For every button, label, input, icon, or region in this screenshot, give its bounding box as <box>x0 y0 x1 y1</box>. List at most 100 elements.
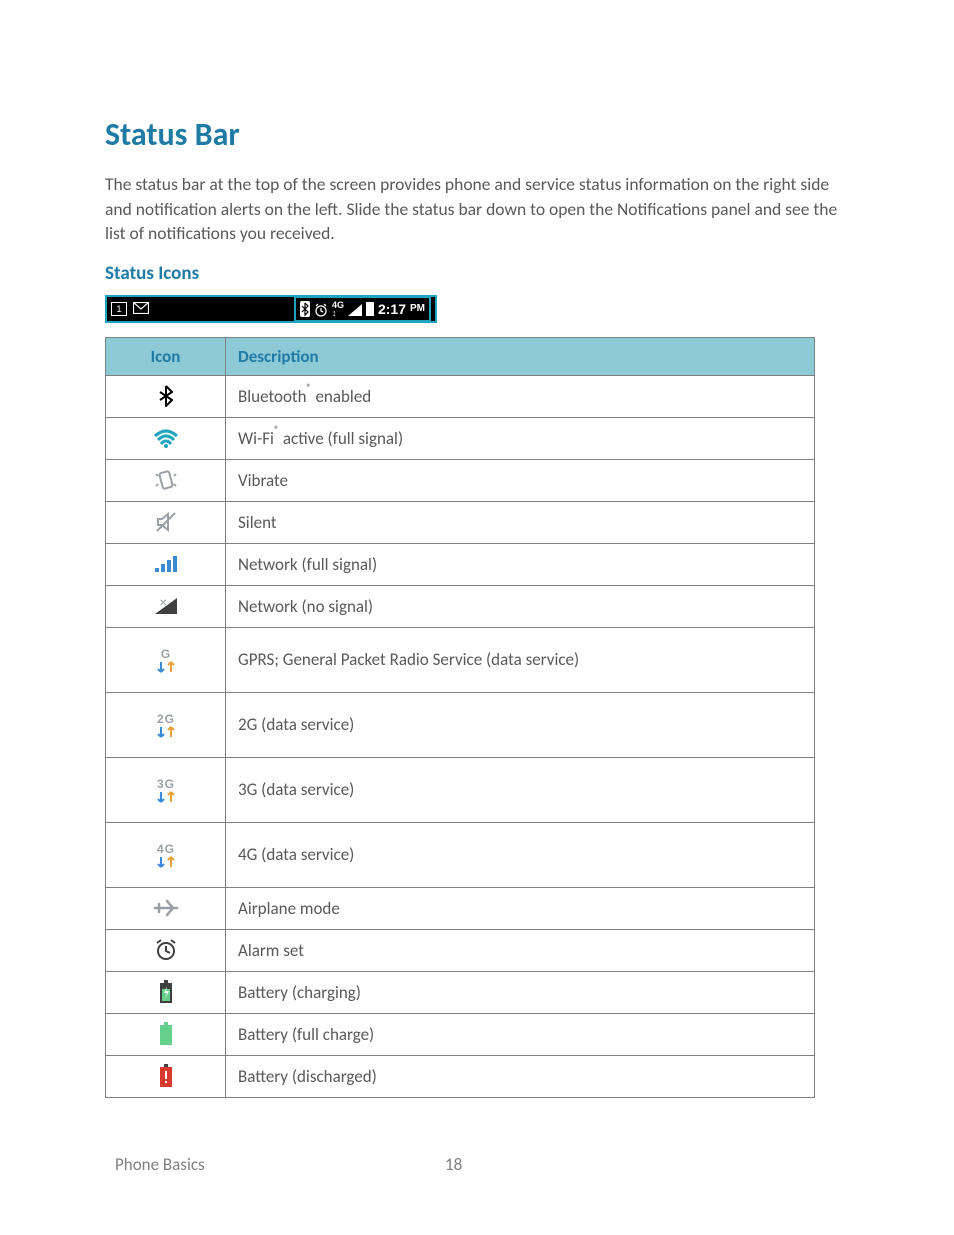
table-row: Battery (charging) <box>106 971 815 1013</box>
page: Status Bar The status bar at the top of … <box>0 0 954 1235</box>
statusbar-ampm: PM <box>410 303 425 314</box>
table-row: G GPRS; General Packet Radio Service (da… <box>106 627 815 692</box>
description-text: Wi-Fi <box>238 428 274 449</box>
4g-icon: 4G <box>153 844 179 863</box>
page-title: Status Bar <box>105 115 849 154</box>
footer-section: Phone Basics <box>115 1154 445 1175</box>
icon-cell <box>106 417 226 459</box>
icon-cell: G <box>106 627 226 692</box>
description-cell: Battery (charging) <box>226 971 815 1013</box>
description-cell: 2G (data service) <box>226 692 815 757</box>
description-text: Silent <box>238 512 277 533</box>
table-header-row: Icon Description <box>106 337 815 375</box>
icon-cell <box>106 1013 226 1055</box>
table-row: Wi-Fi® active (full signal) <box>106 417 815 459</box>
icon-cell <box>106 459 226 501</box>
table-row: Silent <box>106 501 815 543</box>
icon-cell: 3G <box>106 757 226 822</box>
description-cell: Silent <box>226 501 815 543</box>
page-footer: Phone Basics 18 <box>115 1154 839 1175</box>
description-text: Battery (discharged) <box>238 1066 377 1087</box>
wifi-icon <box>153 428 179 447</box>
3g-icon: 3G <box>153 779 179 798</box>
svg-text:2G: 2G <box>156 712 174 726</box>
icon-cell: 2G <box>106 692 226 757</box>
statusbar-battery-icon <box>366 302 374 316</box>
icon-cell: ✕ <box>106 585 226 627</box>
description-text-post: active (full signal) <box>279 428 403 449</box>
description-cell: Airplane mode <box>226 887 815 929</box>
table-row: 3G 3G (data service) <box>106 757 815 822</box>
table-row: Battery (full charge) <box>106 1013 815 1055</box>
description-text: 4G (data service) <box>238 844 354 865</box>
description-text-post: enabled <box>312 386 372 407</box>
silent-icon <box>154 512 178 531</box>
description-cell: Bluetooth® enabled <box>226 375 815 417</box>
airplane-icon <box>153 898 179 917</box>
table-row: 2G 2G (data service) <box>106 692 815 757</box>
signal-none-icon: ✕ <box>153 596 179 615</box>
description-text: Battery (charging) <box>238 982 361 1003</box>
icon-cell <box>106 501 226 543</box>
subheading: Status Icons <box>105 262 849 285</box>
description-cell: GPRS; General Packet Radio Service (data… <box>226 627 815 692</box>
description-text: Network (no signal) <box>238 596 373 617</box>
svg-text:✕: ✕ <box>159 596 167 609</box>
svg-text:G: G <box>160 647 170 661</box>
statusbar-bluetooth-icon <box>300 300 310 317</box>
icon-cell: 4G <box>106 822 226 887</box>
description-text: Network (full signal) <box>238 554 377 575</box>
battery-charging-icon <box>159 982 173 1001</box>
statusbar-graphic: 1 4G ↕ 2:17 PM <box>105 295 437 323</box>
col-header-description: Description <box>226 337 815 375</box>
battery-discharged-icon <box>159 1066 173 1085</box>
icon-cell <box>106 543 226 585</box>
statusbar-signal-icon <box>348 301 362 317</box>
description-cell: Battery (discharged) <box>226 1055 815 1097</box>
statusbar-net-label: 4G ↕ <box>332 301 344 317</box>
table-row: Alarm set <box>106 929 815 971</box>
2g-icon: 2G <box>153 714 179 733</box>
vibrate-icon <box>153 470 179 489</box>
table-row: Vibrate <box>106 459 815 501</box>
svg-text:4G: 4G <box>156 842 174 856</box>
icon-cell <box>106 887 226 929</box>
description-text: Battery (full charge) <box>238 1024 374 1045</box>
statusbar-time: 2:17 <box>378 301 406 317</box>
registered-mark: ® <box>274 423 279 436</box>
footer-page-number: 18 <box>445 1154 462 1175</box>
table-row: Battery (discharged) <box>106 1055 815 1097</box>
description-text: Bluetooth <box>238 386 307 407</box>
description-text: Airplane mode <box>238 898 340 919</box>
svg-text:3G: 3G <box>156 777 174 791</box>
statusbar-card-icon: 1 <box>111 302 127 316</box>
icon-cell <box>106 971 226 1013</box>
table-row: Airplane mode <box>106 887 815 929</box>
statusbar-alarm-icon <box>314 300 328 316</box>
description-text: Vibrate <box>238 470 288 491</box>
description-text: 3G (data service) <box>238 779 354 800</box>
col-header-icon: Icon <box>106 337 226 375</box>
description-cell: Wi-Fi® active (full signal) <box>226 417 815 459</box>
table-row: Bluetooth® enabled <box>106 375 815 417</box>
description-cell: Network (no signal) <box>226 585 815 627</box>
description-text: Alarm set <box>238 940 304 961</box>
icon-cell <box>106 929 226 971</box>
table-row: Network (full signal) <box>106 543 815 585</box>
table-row: 4G 4G (data service) <box>106 822 815 887</box>
description-cell: Network (full signal) <box>226 543 815 585</box>
statusbar-left: 1 <box>111 300 149 318</box>
description-text: 2G (data service) <box>238 714 354 735</box>
battery-full-icon <box>159 1024 173 1043</box>
description-cell: Alarm set <box>226 929 815 971</box>
table-row: ✕ Network (no signal) <box>106 585 815 627</box>
status-icons-table: Icon Description Bluetooth® enabled Wi-F… <box>105 337 815 1098</box>
description-text: GPRS; General Packet Radio Service (data… <box>238 649 579 670</box>
registered-mark: ® <box>307 381 312 394</box>
intro-text: The status bar at the top of the screen … <box>105 172 849 246</box>
alarm-icon <box>154 940 178 959</box>
icon-cell <box>106 1055 226 1097</box>
bluetooth-icon <box>157 386 175 405</box>
statusbar-right: 4G ↕ 2:17 PM <box>294 296 431 322</box>
gprs-icon: G <box>153 649 179 668</box>
